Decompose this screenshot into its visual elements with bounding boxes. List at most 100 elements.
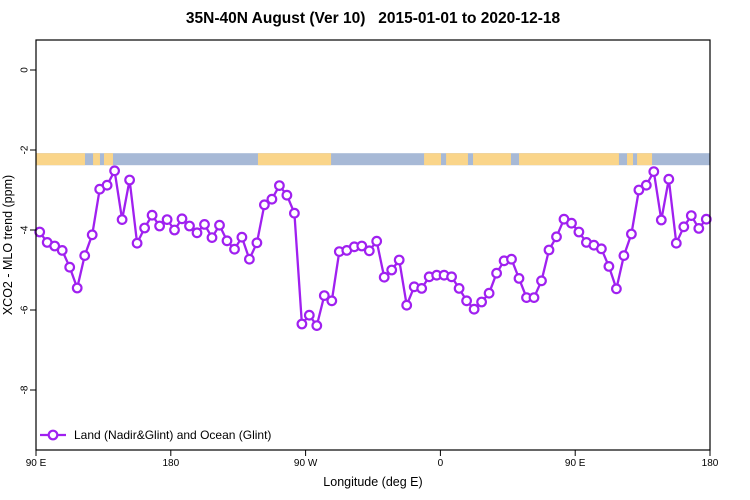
map-strip — [36, 153, 710, 166]
data-point-marker — [79, 250, 91, 262]
data-point-marker — [266, 193, 278, 205]
data-point-marker — [513, 273, 525, 284]
data-point-marker — [566, 217, 577, 229]
data-point-marker — [386, 264, 398, 276]
data-point-marker — [281, 189, 293, 201]
data-point-marker — [191, 227, 203, 239]
data-point-marker — [453, 283, 465, 294]
data-point-marker — [311, 320, 323, 332]
data-point-marker — [543, 244, 555, 256]
land-segment — [257, 153, 332, 166]
data-point-marker — [528, 292, 540, 304]
data-point-marker — [468, 303, 480, 315]
data-point-marker — [611, 283, 622, 295]
data-point-marker — [318, 290, 330, 302]
x-tick-label: 180 — [162, 458, 179, 469]
x-tick-label: 90 W — [294, 458, 318, 469]
data-point-marker — [49, 240, 61, 252]
data-point-marker — [109, 165, 120, 177]
x-tick-label: 90 E — [26, 458, 47, 469]
data-point-marker — [633, 184, 645, 196]
data-point-marker — [176, 213, 188, 225]
data-point-marker — [199, 218, 210, 230]
land-segment — [637, 153, 653, 166]
data-point-marker — [236, 231, 248, 243]
data-point-marker — [536, 275, 547, 287]
land-segment — [473, 153, 511, 166]
data-point-marker — [700, 213, 712, 225]
data-point-marker — [146, 209, 158, 221]
legend-label: Land (Nadir&Glint) and Ocean (Glint) — [74, 428, 271, 442]
data-point-marker — [596, 243, 607, 255]
land-segment — [446, 153, 468, 166]
data-point-marker — [506, 253, 517, 265]
land-segment — [424, 153, 441, 166]
y-axis-title: XCO2 - MLO trend (ppm) — [1, 175, 15, 315]
land-segment — [93, 153, 100, 166]
data-point-marker — [603, 261, 615, 272]
data-point-marker — [214, 219, 225, 231]
data-point-marker — [251, 237, 263, 249]
data-point-marker — [221, 235, 233, 247]
y-axis: 0 -2 -4 -6 -8 — [20, 67, 36, 394]
data-point-marker — [401, 299, 413, 311]
data-point-marker — [378, 271, 390, 283]
data-point-marker — [131, 237, 143, 249]
data-point-marker — [161, 214, 173, 226]
data-point-marker — [169, 224, 180, 236]
data-point-marker — [685, 210, 697, 222]
data-point-marker — [303, 309, 315, 321]
data-point-marker — [573, 226, 585, 238]
x-tick-label: 0 — [438, 458, 444, 469]
data-point-marker — [101, 179, 113, 191]
data-point-marker — [371, 235, 383, 247]
data-point-marker — [206, 232, 218, 244]
data-point-marker — [356, 240, 368, 252]
data-point-marker — [259, 199, 270, 211]
plot-box — [35, 39, 711, 451]
data-point-marker — [296, 318, 308, 330]
data-point-marker — [64, 261, 76, 273]
land-segment — [36, 153, 85, 166]
land-segment — [103, 153, 113, 166]
legend-marker-sample — [47, 429, 59, 441]
data-series — [34, 165, 712, 332]
data-point-marker — [491, 267, 503, 279]
legend — [40, 429, 66, 441]
data-point-marker — [289, 207, 300, 219]
data-point-marker — [461, 295, 473, 307]
data-point-marker — [71, 282, 83, 294]
x-axis-title: Longitude (deg E) — [323, 475, 422, 489]
data-point-marker — [393, 254, 405, 266]
data-point-marker — [640, 179, 652, 191]
data-point-marker — [243, 253, 255, 265]
land-segment — [519, 153, 619, 166]
data-point-marker — [483, 287, 495, 299]
data-point-marker — [86, 229, 98, 241]
data-point-marker — [116, 214, 128, 226]
land-segment — [627, 153, 634, 166]
data-point-marker — [678, 221, 690, 233]
data-point-marker — [663, 173, 675, 185]
data-point-marker — [34, 226, 46, 238]
plot-border — [35, 39, 711, 451]
data-point-marker — [56, 244, 68, 256]
data-point-marker — [446, 271, 458, 283]
data-point-marker — [551, 231, 562, 243]
chart-title: 35N-40N August (Ver 10) 2015-01-01 to 20… — [185, 10, 561, 27]
y-tick-label: 0 — [20, 67, 31, 73]
x-axis: 90 E 180 90 W 0 90 E 180 — [26, 450, 719, 469]
data-point-marker — [124, 174, 136, 186]
data-point-marker — [655, 214, 667, 226]
data-point-marker — [416, 283, 428, 294]
data-point-marker — [229, 243, 240, 255]
y-tick-label: -6 — [20, 305, 31, 314]
data-point-marker — [476, 296, 488, 308]
x-tick-label: 180 — [702, 458, 719, 469]
data-point-marker — [618, 250, 630, 262]
y-tick-label: -2 — [20, 145, 31, 154]
data-point-marker — [154, 220, 166, 232]
data-point-marker — [274, 180, 285, 192]
